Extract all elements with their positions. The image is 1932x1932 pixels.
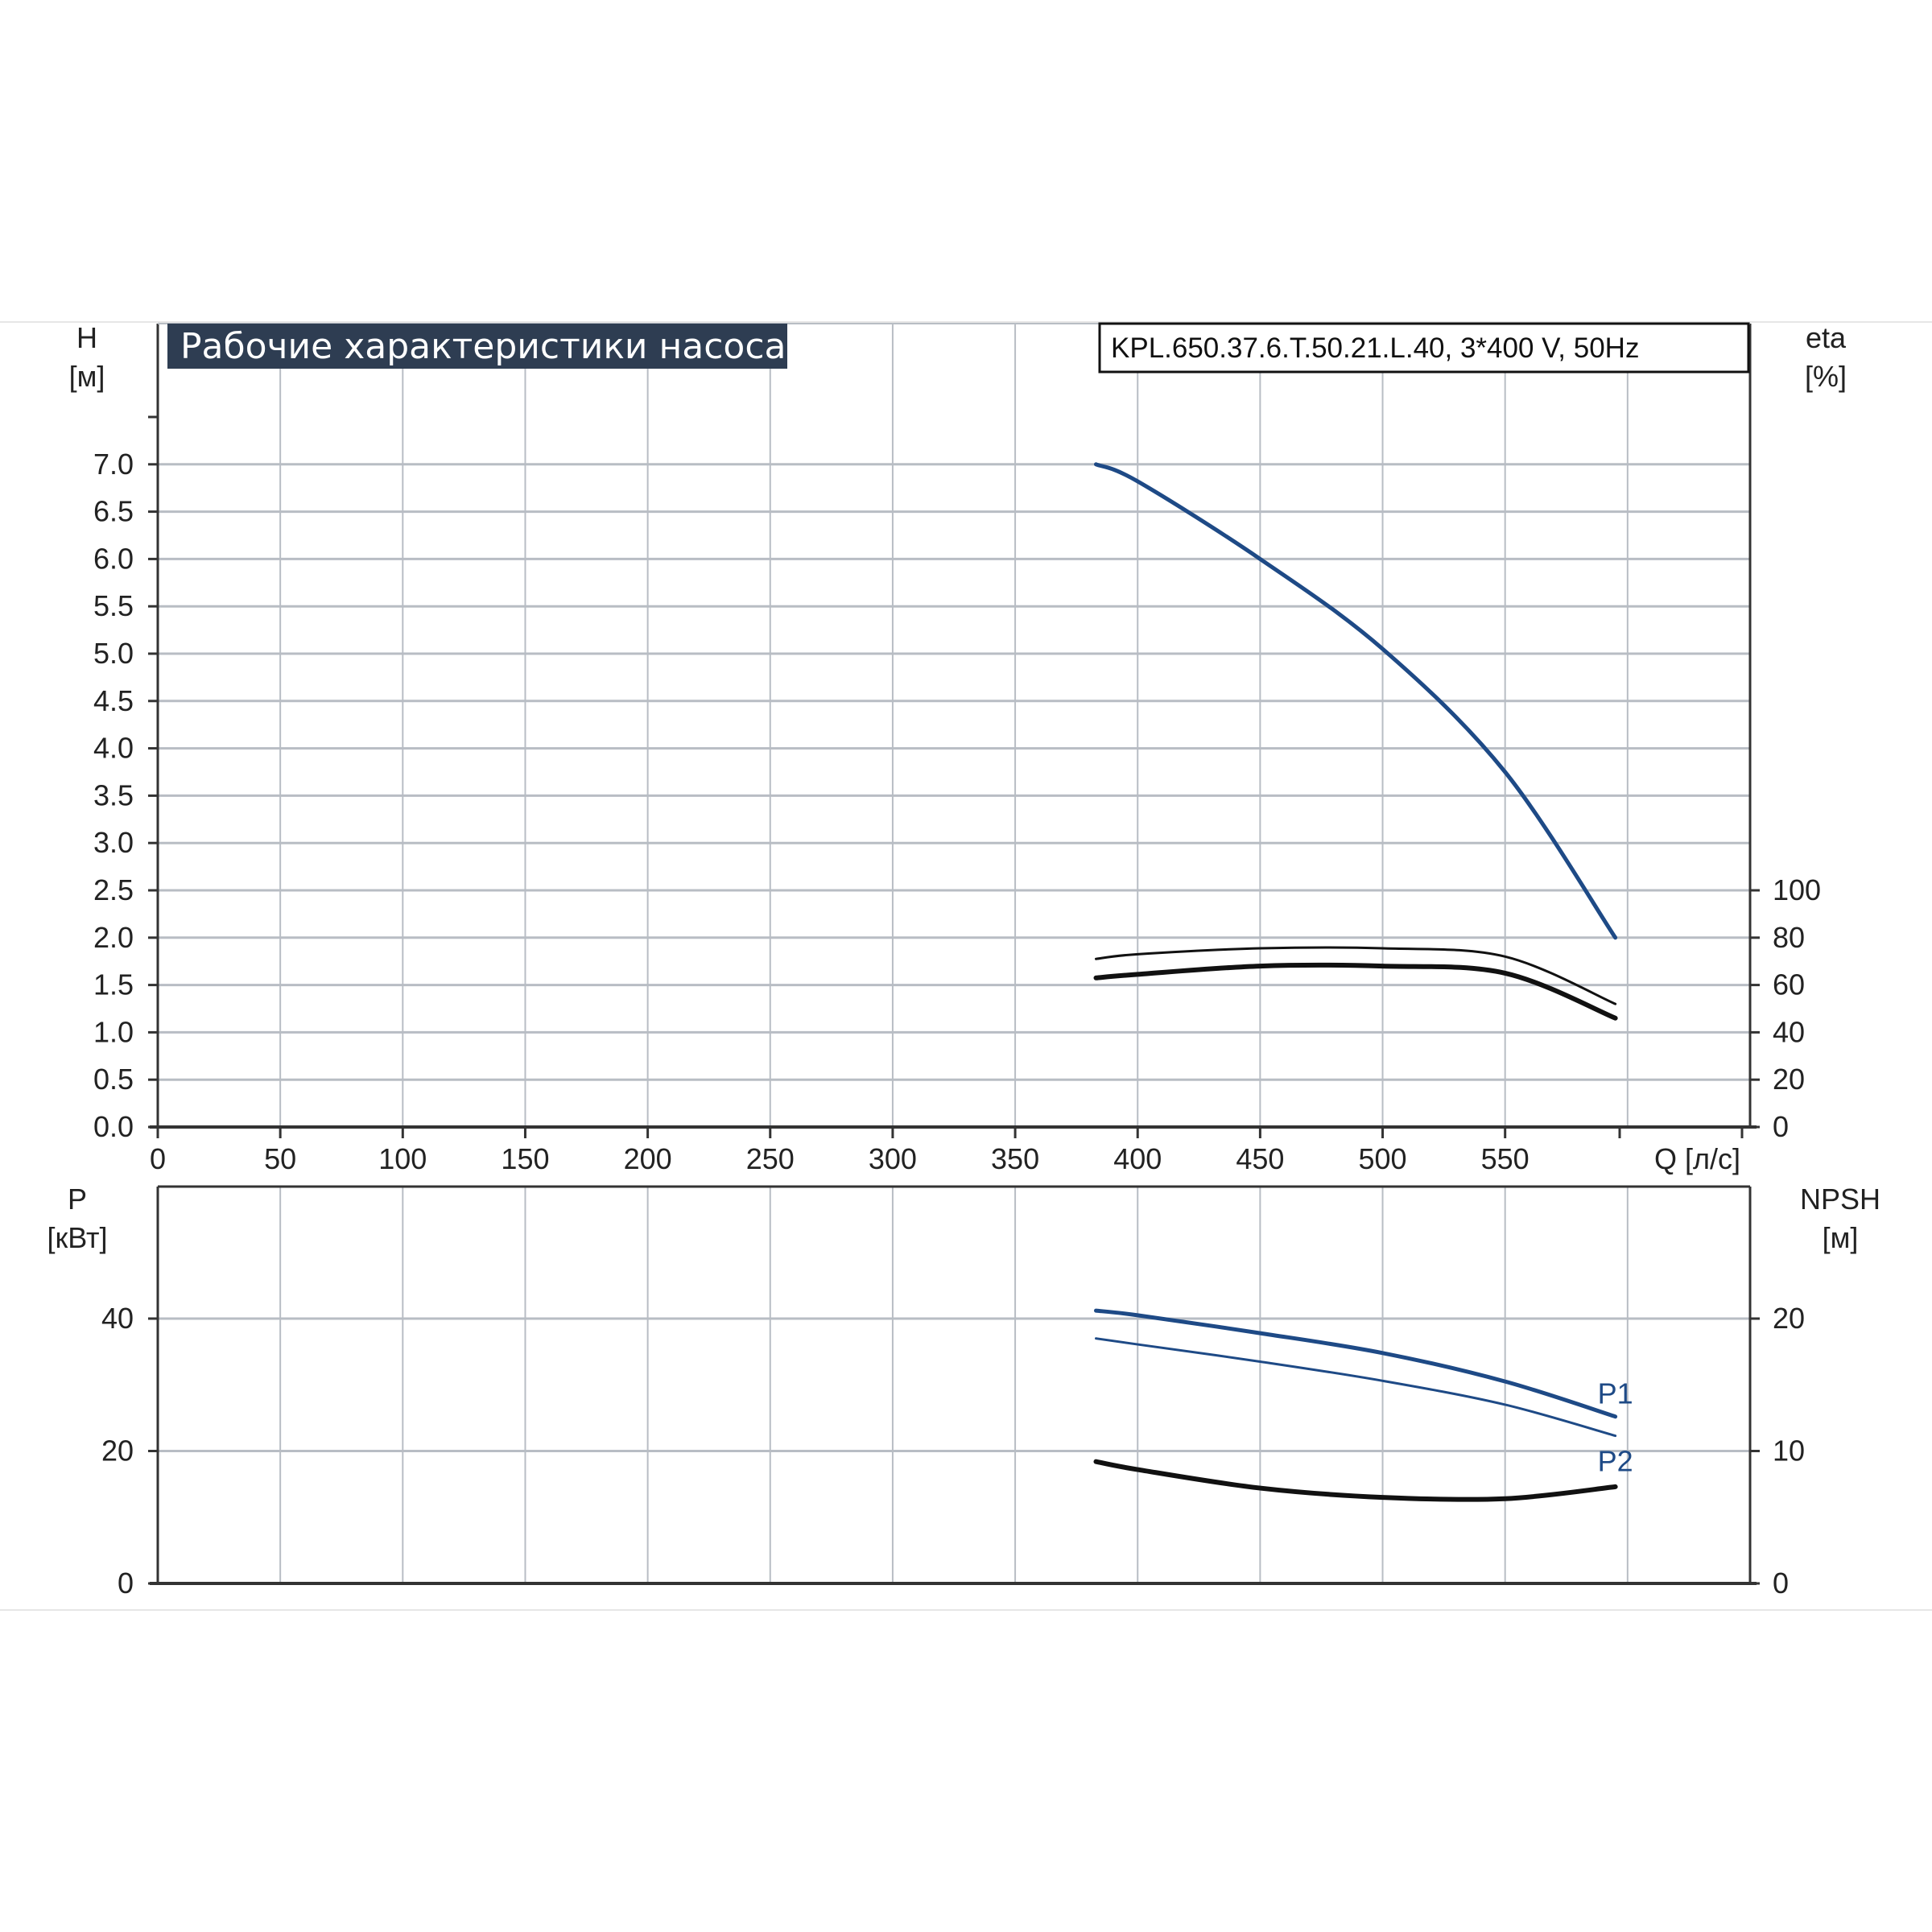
x-tick-label: 350 bbox=[991, 1142, 1039, 1175]
x-tick-label: 550 bbox=[1481, 1142, 1530, 1175]
chart-title: Рабочие характеристики насоса bbox=[180, 326, 786, 367]
x-tick-label: 200 bbox=[624, 1142, 672, 1175]
left-tick-label: 4.5 bbox=[93, 684, 134, 717]
x-tick-label: 100 bbox=[378, 1142, 427, 1175]
series-label-p1: P1 bbox=[1598, 1377, 1633, 1410]
series-npsh-line bbox=[1093, 1459, 1618, 1502]
left-tick-label: 20 bbox=[101, 1435, 134, 1468]
left-tick-label: 1.5 bbox=[93, 968, 134, 1001]
left-tick-label: 3.0 bbox=[93, 826, 134, 859]
left-tick-label: 6.5 bbox=[93, 495, 134, 528]
labels-layer: 0.0 0.5 1.0 1.5 2.0 2.5 3.0 3.5 4.0 4.5 5.0 5.5 6.0 6… bbox=[47, 321, 1880, 1600]
model-label: KPL.650.37.6.T.50.21.L.40, 3*400 V, 50Hz bbox=[1111, 332, 1639, 364]
right-axis-unit: [%] bbox=[1805, 360, 1847, 393]
right-tick-label: 60 bbox=[1773, 968, 1805, 1001]
right-tick-label: 80 bbox=[1773, 921, 1805, 954]
title-background bbox=[167, 324, 787, 369]
right-tick-label: 0 bbox=[1773, 1110, 1789, 1143]
left-tick-label: 6.0 bbox=[93, 542, 134, 575]
right-tick-label: 100 bbox=[1773, 873, 1821, 906]
left-tick-label: 0.0 bbox=[93, 1110, 134, 1143]
left-axis-title: H bbox=[76, 321, 97, 354]
right-tick-label: 10 bbox=[1773, 1435, 1805, 1468]
x-tick-label: 0 bbox=[150, 1142, 166, 1175]
left-tick-label: 5.5 bbox=[93, 589, 134, 622]
left-tick-label: 0 bbox=[118, 1567, 134, 1600]
right-tick-label: 0 bbox=[1773, 1567, 1789, 1600]
left-axis-unit: [м] bbox=[69, 360, 105, 393]
x-tick-label: 50 bbox=[264, 1142, 296, 1175]
x-tick-label: 450 bbox=[1236, 1142, 1284, 1175]
right-tick-label: 20 bbox=[1773, 1302, 1805, 1335]
left-axis-title: P bbox=[68, 1183, 87, 1216]
x-axis-title: Q [л/с] bbox=[1654, 1142, 1740, 1175]
left-tick-label: 2.5 bbox=[93, 873, 134, 906]
right-tick-label: 20 bbox=[1773, 1063, 1805, 1096]
right-axis-title: eta bbox=[1806, 321, 1847, 354]
x-tick-label: 250 bbox=[746, 1142, 795, 1175]
left-tick-label: 4.0 bbox=[93, 732, 134, 765]
series-label-p2: P2 bbox=[1598, 1445, 1633, 1478]
series-eta-hydraulic-line bbox=[1095, 946, 1617, 1005]
left-tick-label: 3.5 bbox=[93, 778, 134, 811]
left-tick-label: 40 bbox=[101, 1302, 134, 1335]
right-axis-title: NPSH bbox=[1800, 1183, 1880, 1216]
series-p1-line bbox=[1094, 1308, 1618, 1419]
x-tick-label: 300 bbox=[869, 1142, 917, 1175]
series-eta-total-line bbox=[1093, 962, 1618, 1021]
series-p2-line bbox=[1095, 1337, 1617, 1438]
series-h-line bbox=[1094, 462, 1618, 940]
left-tick-label: 7.0 bbox=[93, 448, 134, 481]
right-axis-unit: [м] bbox=[1823, 1221, 1859, 1254]
left-tick-label: 5.0 bbox=[93, 637, 134, 670]
left-axis-unit: [кВт] bbox=[47, 1221, 107, 1254]
grid-layer bbox=[158, 324, 1750, 1583]
x-tick-label: 150 bbox=[501, 1142, 549, 1175]
x-tick-label: 500 bbox=[1358, 1142, 1406, 1175]
model-box bbox=[1098, 322, 1750, 374]
left-tick-label: 1.0 bbox=[93, 1015, 134, 1048]
series-layer bbox=[1093, 462, 1618, 1502]
x-tick-label: 400 bbox=[1113, 1142, 1162, 1175]
left-tick-label: 2.0 bbox=[93, 921, 134, 954]
left-tick-label: 0.5 bbox=[93, 1063, 134, 1096]
right-tick-label: 40 bbox=[1773, 1015, 1805, 1048]
